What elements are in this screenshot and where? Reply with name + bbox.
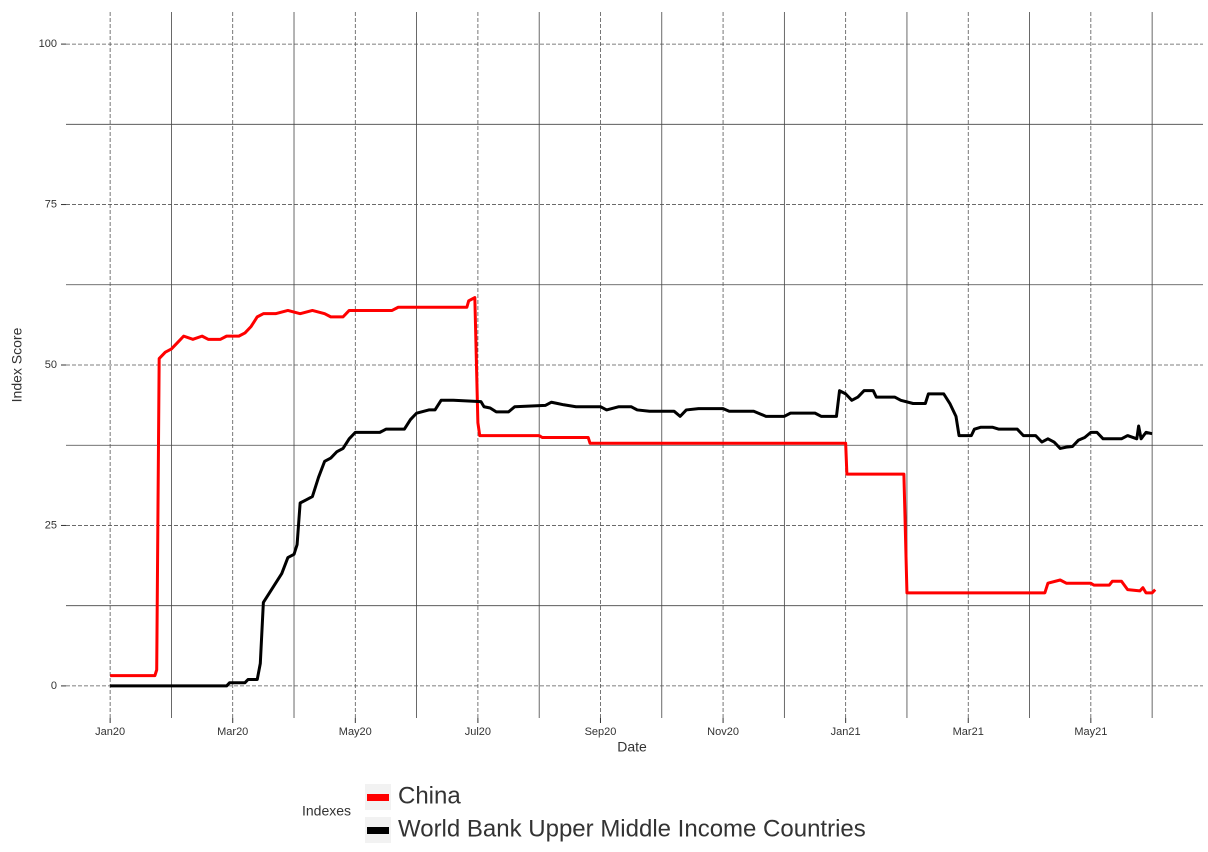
x-tick-label: Mar20 xyxy=(217,726,248,738)
y-tick-label: 50 xyxy=(45,359,57,371)
x-axis-title: Date xyxy=(617,739,647,755)
legend-label: World Bank Upper Middle Income Countries xyxy=(398,815,866,842)
series-line xyxy=(110,389,1153,688)
legend-title: Indexes xyxy=(302,803,351,819)
x-tick-label: Jul20 xyxy=(465,726,491,738)
x-tick-label: Mar21 xyxy=(953,726,984,738)
x-tick-label: May21 xyxy=(1074,726,1107,738)
y-tick-label: 100 xyxy=(39,38,57,50)
x-tick-label: May20 xyxy=(339,726,372,738)
legend-label: China xyxy=(398,782,461,809)
legend-key xyxy=(367,794,389,801)
x-tick-label: Nov20 xyxy=(707,726,739,738)
series-line xyxy=(110,296,1157,678)
y-tick-label: 25 xyxy=(45,519,57,531)
legend-key xyxy=(367,827,389,834)
x-tick-label: Sep20 xyxy=(585,726,617,738)
y-tick-label: 75 xyxy=(45,198,57,210)
y-axis-title: Index Score xyxy=(9,327,25,402)
x-tick-label: Jan21 xyxy=(831,726,861,738)
y-tick-label: 0 xyxy=(51,680,57,692)
x-tick-label: Jan20 xyxy=(95,726,125,738)
